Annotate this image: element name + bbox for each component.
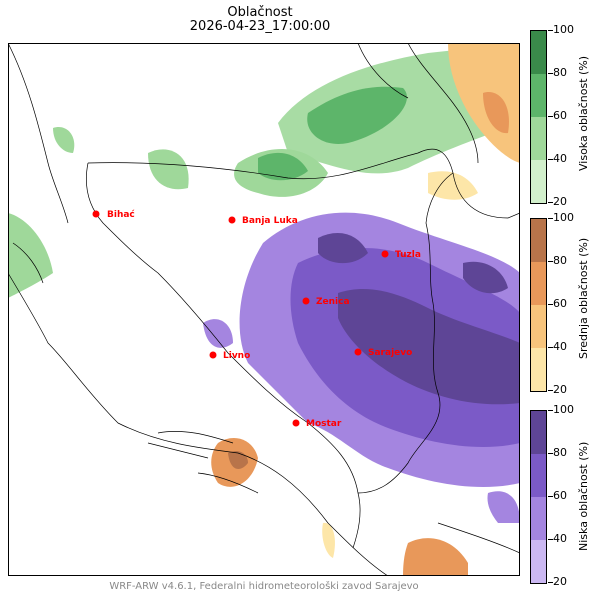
colorbar-segment xyxy=(531,540,546,583)
colorbar-tick-mark xyxy=(548,261,553,262)
colorbar-tick-mark xyxy=(548,116,553,117)
colorbar-segment xyxy=(531,74,546,117)
colorbar-tick-mark xyxy=(548,202,553,203)
colorbar-segment xyxy=(531,305,546,348)
colorbar-tick-label: 40 xyxy=(553,152,567,165)
colorbar-segment xyxy=(531,219,546,262)
colorbar-tick-mark xyxy=(548,347,553,348)
colorbar-tick-mark xyxy=(548,453,553,454)
city-mostar[interactable]: Mostar xyxy=(292,419,342,429)
colorbar-tick-label: 60 xyxy=(553,109,567,122)
city-zenica[interactable]: Zenica xyxy=(302,297,350,307)
colorbar-tick-label: 60 xyxy=(553,297,567,310)
city-livno[interactable]: Livno xyxy=(209,351,251,361)
colorbar-tick-mark xyxy=(548,410,553,411)
colorbar-tick-mark xyxy=(548,159,553,160)
city-label: Bihać xyxy=(107,209,135,220)
colorbar-tick-label: 40 xyxy=(553,532,567,545)
colorbar-segment xyxy=(531,262,546,305)
colorbar-tick-mark xyxy=(548,304,553,305)
colorbar-tick-mark xyxy=(548,73,553,74)
city-label: Banja Luka xyxy=(242,216,298,226)
colorbar-tick-label: 100 xyxy=(553,211,574,224)
city-label: Zenica xyxy=(316,297,350,307)
colorbar-tick-mark xyxy=(548,30,553,31)
map-title: Oblačnost xyxy=(227,5,293,20)
city-tuzla[interactable]: Tuzla xyxy=(381,250,421,260)
map-timestamp: 2026-04-23_17:00:00 xyxy=(189,19,331,34)
colorbar-tick-label: 100 xyxy=(553,403,574,416)
colorbar-segment xyxy=(531,454,546,497)
colorbar-2 xyxy=(530,410,547,584)
city-label: Sarajevo xyxy=(368,348,412,358)
mid-cloud-layer xyxy=(211,43,520,576)
city-label: Livno xyxy=(223,351,250,361)
low-cloud-layer xyxy=(203,212,520,523)
colorbar-tick-label: 80 xyxy=(553,254,567,267)
colorbar-tick-mark xyxy=(548,582,553,583)
colorbar-label: Niska oblačnost (%) xyxy=(577,441,590,551)
colorbar-segment xyxy=(531,160,546,203)
city-banja-luka[interactable]: Banja Luka xyxy=(228,216,298,226)
city-label: Tuzla xyxy=(395,250,421,260)
model-credit: WRF-ARW v4.6.1, Federalni hidrometeorolo… xyxy=(109,581,419,592)
city-sarajevo[interactable]: Sarajevo xyxy=(354,348,413,358)
colorbar-segment xyxy=(531,497,546,540)
colorbar-label: Visoka oblačnost (%) xyxy=(577,55,590,171)
colorbar-tick-label: 60 xyxy=(553,489,567,502)
city-markers: Bihać Banja Luka Tuzla Zenica Livno Sara… xyxy=(92,209,421,429)
city-bihac[interactable]: Bihać xyxy=(92,209,136,220)
colorbar-0 xyxy=(530,30,547,204)
colorbar-tick-label: 100 xyxy=(553,23,574,36)
colorbar-segment xyxy=(531,31,546,74)
colorbar-1 xyxy=(530,218,547,392)
colorbar-tick-mark xyxy=(548,218,553,219)
colorbar-tick-label: 40 xyxy=(553,340,567,353)
colorbar-segment xyxy=(531,411,546,454)
colorbar-segment xyxy=(531,348,546,391)
colorbar-tick-label: 80 xyxy=(553,66,567,79)
colorbar-tick-mark xyxy=(548,539,553,540)
colorbar-tick-label: 20 xyxy=(553,195,567,208)
colorbar-tick-mark xyxy=(548,496,553,497)
colorbar-tick-mark xyxy=(548,390,553,391)
colorbar-segment xyxy=(531,117,546,160)
cloud-cover-map: Bihać Banja Luka Tuzla Zenica Livno Sara… xyxy=(8,43,520,576)
colorbar-tick-label: 20 xyxy=(553,575,567,588)
colorbar-tick-label: 20 xyxy=(553,383,567,396)
country-borders xyxy=(8,43,520,576)
colorbar-label: Srednja oblačnost (%) xyxy=(577,237,590,359)
city-label: Mostar xyxy=(306,419,342,429)
colorbar-tick-label: 80 xyxy=(553,446,567,459)
